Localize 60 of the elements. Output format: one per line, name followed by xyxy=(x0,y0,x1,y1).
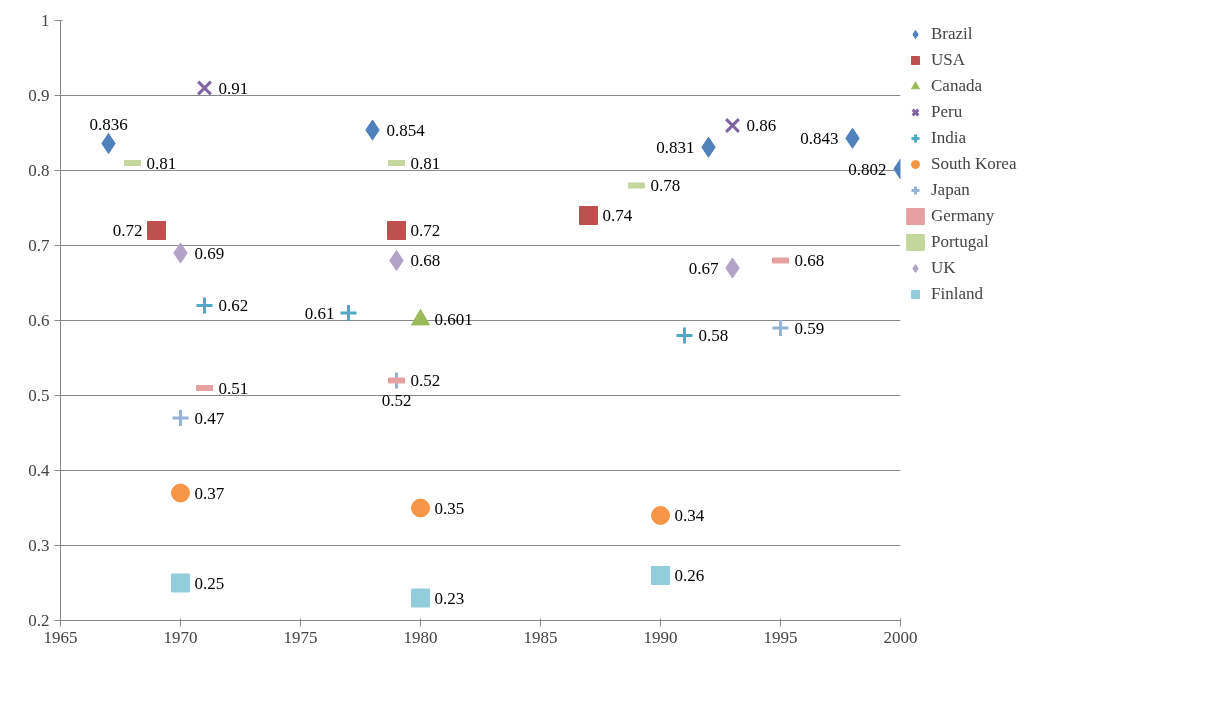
data-label: 0.601 xyxy=(434,310,473,330)
legend-label: Peru xyxy=(931,102,963,122)
legend-label: Canada xyxy=(931,76,982,96)
data-label: 0.37 xyxy=(194,483,225,503)
data-label: 0.26 xyxy=(674,566,705,585)
data-label: 0.52 xyxy=(410,371,441,390)
data-label: 0.68 xyxy=(410,251,441,270)
data-label: 0.74 xyxy=(602,206,633,225)
y-tick-label: 1 xyxy=(41,11,50,30)
data-label: 0.72 xyxy=(410,221,441,240)
data-label: 0.81 xyxy=(410,153,441,173)
data-label: 0.51 xyxy=(218,378,249,398)
data-label: 0.81 xyxy=(146,153,177,173)
legend-label: India xyxy=(931,128,966,148)
legend-label: South Korea xyxy=(931,154,1017,174)
legend-label: UK xyxy=(931,258,956,278)
data-label: 0.59 xyxy=(794,318,825,338)
data-label: 0.72 xyxy=(112,221,143,240)
data-label: 0.35 xyxy=(434,498,465,518)
x-tick-label: 1990 xyxy=(643,627,678,647)
data-label: 0.25 xyxy=(194,573,225,593)
data-label: 0.62 xyxy=(218,296,249,315)
legend-label: Brazil xyxy=(931,24,973,44)
data-label: 0.836 xyxy=(89,114,128,134)
data-label: 0.58 xyxy=(698,326,729,345)
data-label: 0.47 xyxy=(194,408,225,428)
y-tick-label: 0.6 xyxy=(28,311,50,330)
data-label: 0.23 xyxy=(434,588,465,608)
data-label: 0.61 xyxy=(304,303,335,323)
legend-label: USA xyxy=(931,50,966,70)
data-label: 0.67 xyxy=(688,258,719,278)
data-label: 0.802 xyxy=(848,159,887,179)
legend-label: Germany xyxy=(931,206,995,226)
y-tick-label: 0.4 xyxy=(28,461,50,480)
data-label: 0.69 xyxy=(194,243,225,263)
x-tick-label: 1965 xyxy=(43,627,78,647)
data-label: 0.78 xyxy=(650,176,681,195)
data-label: 0.68 xyxy=(794,251,825,270)
x-tick-label: 1970 xyxy=(163,627,198,647)
x-tick-label: 1995 xyxy=(763,627,798,647)
legend-label: Japan xyxy=(931,180,970,200)
x-tick-label: 2000 xyxy=(883,627,918,647)
y-tick-label: 0.3 xyxy=(28,536,50,555)
y-tick-label: 0.7 xyxy=(28,236,50,255)
legend-label: Finland xyxy=(931,284,983,304)
y-tick-label: 0.2 xyxy=(28,611,50,630)
data-label: 0.91 xyxy=(218,78,249,98)
data-label: 0.843 xyxy=(800,128,839,148)
data-label: 0.34 xyxy=(674,506,705,525)
y-tick-label: 0.8 xyxy=(28,161,50,180)
y-tick-label: 0.9 xyxy=(28,86,50,105)
data-label: 0.86 xyxy=(746,116,777,135)
x-tick-label: 1975 xyxy=(283,627,318,647)
x-tick-label: 1980 xyxy=(403,627,438,647)
data-label: 0.854 xyxy=(386,120,426,140)
data-label: 0.52 xyxy=(381,390,412,410)
y-tick-label: 0.5 xyxy=(28,386,50,405)
data-label: 0.831 xyxy=(656,137,695,157)
x-tick-label: 1985 xyxy=(523,627,558,647)
legend-label: Portugal xyxy=(931,232,989,252)
